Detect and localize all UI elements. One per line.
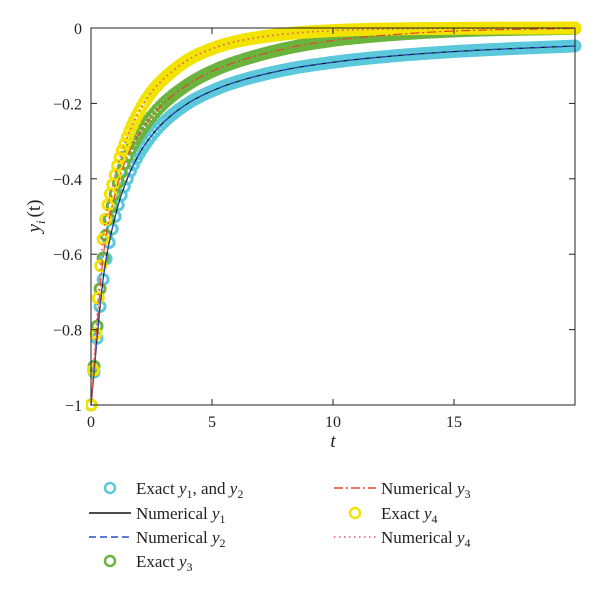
legend-marker [103,481,117,495]
line-numerical-y3 [90,27,576,406]
y-tick-label: −0.4 [53,172,82,189]
y-tick-label: −1 [65,398,82,415]
y-tick-label: −0.6 [53,247,82,264]
marker-exact4 [91,291,105,305]
legend-label: Exact y4 [381,504,438,526]
marker-exact4 [118,137,132,151]
legend-label: Numerical y1 [136,504,226,526]
legend-item-exact4: Exact y4 [348,504,438,526]
plot-series [86,21,582,412]
legend-label: Exact y1, and y2 [136,479,243,501]
legend-item-exact12: Exact y1, and y2 [103,479,243,501]
marker-exact4 [94,259,108,273]
x-tick-label: 10 [325,414,341,431]
legend-marker [348,506,362,520]
legend-item-num4: Numerical y4 [334,528,471,550]
x-tick-label: 0 [87,414,95,431]
marker-exact4 [113,151,127,165]
legend-item-num1: Numerical y1 [89,504,226,526]
legend-item-num2: Numerical y2 [89,528,226,550]
legend-label: Numerical y4 [381,528,471,550]
legend-item-num3: Numerical y3 [334,479,471,501]
legend-marker [103,554,117,568]
legend-label: Numerical y3 [381,479,471,501]
y-tick-label: −0.8 [53,323,82,340]
legend-label: Exact y3 [136,552,193,574]
x-axis-label: t [330,431,336,452]
y-tick-label: −0.2 [53,96,82,113]
legend-label: Numerical y2 [136,528,226,550]
marker-exact4 [120,130,134,144]
y-tick-label: 0 [74,21,82,38]
line-numerical-y2 [90,45,576,406]
x-tick-label: 5 [208,414,216,431]
x-tick-label: 15 [446,414,462,431]
axis-ticks: 0 5 10 15 0 −0.2 −0.4 −0.6 −0.8 −1 [53,21,575,431]
y-axis-label: yi(t) [24,200,48,235]
marker-exact4 [115,143,129,157]
legend-item-exact3: Exact y3 [103,552,193,574]
